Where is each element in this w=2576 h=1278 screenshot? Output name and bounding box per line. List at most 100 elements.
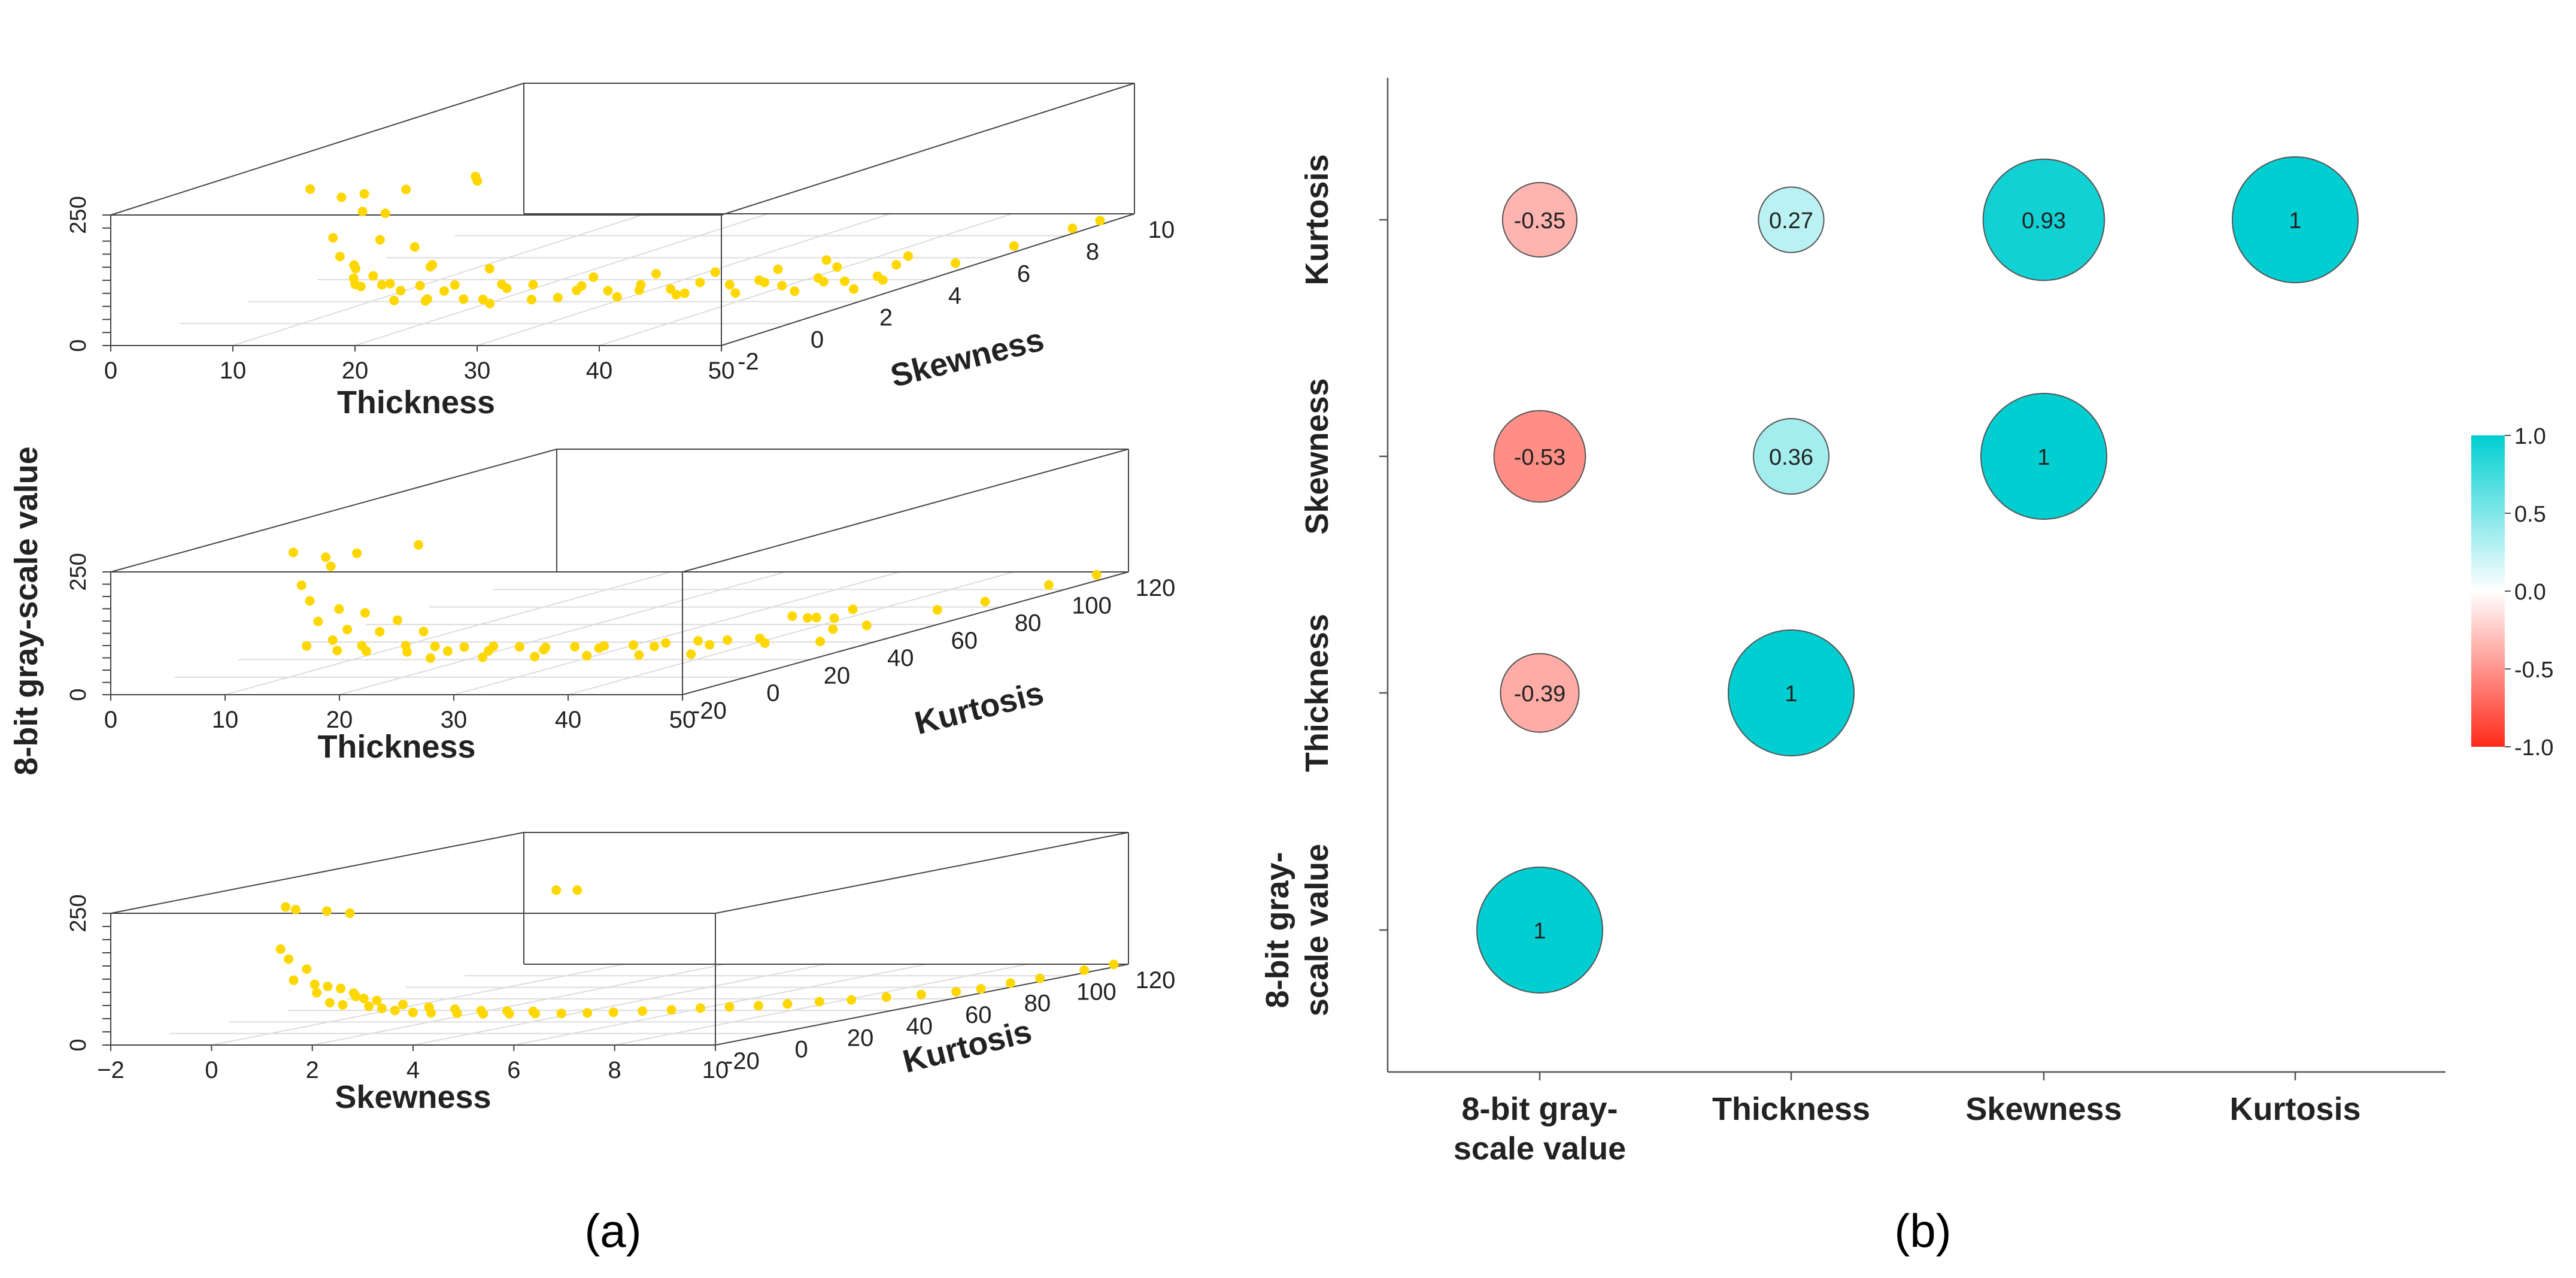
data-point	[472, 176, 483, 186]
data-point	[528, 280, 538, 290]
y-tick-label: 40	[906, 1013, 933, 1040]
x-tick-label: 40	[555, 707, 582, 733]
data-point	[372, 995, 382, 1006]
colorbar-tick-label: 0.5	[2514, 502, 2546, 527]
data-point	[459, 642, 469, 652]
x-tick-label: 30	[464, 358, 491, 384]
data-point	[360, 608, 370, 618]
correlation-bubble	[1501, 181, 1578, 258]
x-tick-label-line: Thickness	[1712, 1091, 1870, 1127]
z-tick-label: 0	[66, 688, 91, 701]
data-point	[408, 1007, 418, 1017]
data-point	[414, 540, 424, 550]
y-tick-label: 8	[1086, 239, 1099, 265]
z-tick-label: 250	[66, 196, 91, 234]
shared-z-axis-label: 8-bit gray-scale value	[8, 446, 44, 775]
data-point	[1035, 973, 1045, 983]
data-point	[638, 1006, 648, 1016]
data-point	[787, 611, 797, 621]
correlation-value-label: 0.36	[1769, 445, 1813, 470]
data-point	[572, 885, 582, 895]
data-point	[848, 604, 858, 614]
data-point	[342, 625, 353, 635]
data-point	[790, 286, 800, 296]
colorbar	[2471, 435, 2505, 747]
data-point	[439, 286, 449, 296]
data-point	[1079, 965, 1090, 976]
data-point	[393, 615, 402, 625]
data-point	[612, 292, 622, 302]
data-point	[666, 1005, 676, 1015]
correlation-value-label: -0.35	[1514, 208, 1566, 234]
floor-grid-x	[412, 964, 827, 1046]
y-tick-label: 8-bit gray-scale value	[1260, 844, 1335, 1016]
x-tick-label: 50	[669, 707, 696, 733]
data-point	[476, 1006, 486, 1016]
y-tick-label: Thickness	[1299, 614, 1335, 772]
x-tick-label: 2	[306, 1057, 319, 1083]
y-tick-label: -2	[738, 349, 759, 375]
data-point	[811, 613, 821, 623]
x-tick-label: 4	[406, 1057, 420, 1083]
y-tick-label: 80	[1024, 991, 1051, 1017]
correlation-bubble	[1982, 158, 2105, 281]
data-point	[401, 184, 411, 195]
correlation-bubble	[1500, 653, 1580, 733]
y-tick-label: -20	[692, 698, 727, 724]
data-point	[932, 605, 942, 615]
data-point	[459, 294, 469, 304]
data-point	[773, 264, 783, 274]
data-point	[375, 235, 385, 245]
data-point	[846, 995, 857, 1005]
data-point	[1005, 978, 1015, 988]
data-point	[312, 988, 322, 998]
x-tick-label: 10	[702, 1057, 729, 1083]
data-point	[1044, 580, 1054, 590]
data-point	[351, 264, 360, 274]
y-tick-label: 60	[965, 1002, 992, 1028]
y-tick-label: 0	[794, 1037, 808, 1063]
data-point	[813, 273, 823, 283]
colorbar-tick-label: 1.0	[2514, 424, 2546, 449]
y-tick-label: 0	[766, 680, 779, 707]
y-tick-label: 4	[948, 283, 961, 309]
data-point	[814, 997, 824, 1007]
data-point	[281, 902, 291, 912]
data-point	[332, 646, 342, 656]
y-tick-label-line: Thickness	[1299, 614, 1335, 772]
data-point	[422, 294, 432, 304]
x-tick-label: Thickness	[1712, 1091, 1870, 1127]
y-tick-label: 120	[1136, 967, 1176, 994]
data-point	[402, 647, 412, 657]
scatter3d-1: 0 10 20 30 40 50 -202468100250ThicknessSkewnes…	[66, 83, 1175, 420]
box-edge	[721, 83, 1135, 216]
y-tick-label: 40	[887, 645, 914, 671]
y-tick-label: 80	[1015, 610, 1042, 637]
data-point	[338, 1000, 348, 1010]
data-point	[483, 646, 493, 656]
data-point	[686, 649, 696, 659]
data-point	[321, 552, 331, 562]
data-point	[305, 596, 315, 606]
data-point	[352, 548, 362, 558]
data-point	[385, 278, 395, 289]
data-point	[710, 267, 720, 277]
x-tick-label-line: Skewness	[1965, 1091, 2122, 1127]
data-point	[368, 271, 378, 281]
data-point	[821, 255, 832, 265]
data-point	[849, 284, 859, 294]
y-tick-label: -20	[725, 1048, 760, 1074]
data-point	[398, 1000, 408, 1010]
data-point	[839, 276, 849, 286]
data-point	[651, 269, 661, 279]
data-point	[553, 293, 563, 302]
data-point	[302, 964, 312, 974]
data-point	[1109, 959, 1119, 970]
data-point	[478, 652, 488, 662]
x-tick-label-line: 8-bit gray-	[1461, 1091, 1618, 1127]
correlation-value-label: 0.27	[1769, 208, 1813, 234]
data-point	[345, 908, 355, 918]
data-point	[502, 1006, 512, 1016]
data-point	[484, 264, 494, 274]
